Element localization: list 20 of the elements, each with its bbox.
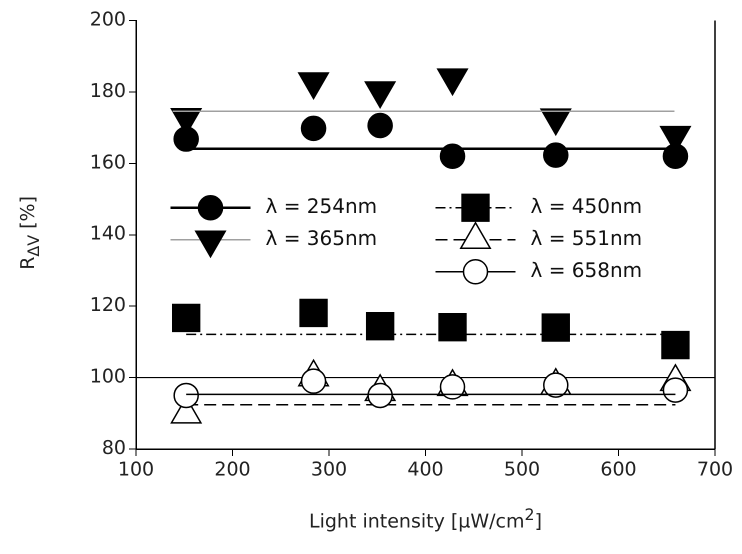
x-tick-label: 100 — [118, 458, 154, 480]
x-tick-label: 400 — [407, 458, 444, 480]
y-tick-label: 160 — [90, 151, 126, 174]
legend-label: λ = 450nm — [530, 194, 642, 218]
x-tick-label: 700 — [696, 458, 734, 480]
y-tick-label: 200 — [90, 8, 126, 30]
y-tick-label: 100 — [90, 366, 126, 388]
legend-label: λ = 551nm — [530, 226, 642, 250]
x-tick-label: 200 — [214, 458, 251, 480]
x-tick-label: 600 — [600, 458, 637, 480]
y-tick-label: 80 — [102, 436, 126, 459]
legend-label: λ = 658nm — [530, 258, 642, 282]
legend-label: λ = 254nm — [266, 194, 378, 218]
x-axis-title: Light intensity [μW/cm$^{2}$] — [308, 505, 543, 532]
y-tick-label: 180 — [90, 80, 126, 102]
x-tick-label: 500 — [504, 458, 540, 480]
x-tick-label: 300 — [310, 458, 348, 480]
y-tick-label: 140 — [90, 222, 126, 245]
y-tick-label: 120 — [90, 294, 126, 316]
legend-label: λ = 365nm — [266, 226, 378, 250]
